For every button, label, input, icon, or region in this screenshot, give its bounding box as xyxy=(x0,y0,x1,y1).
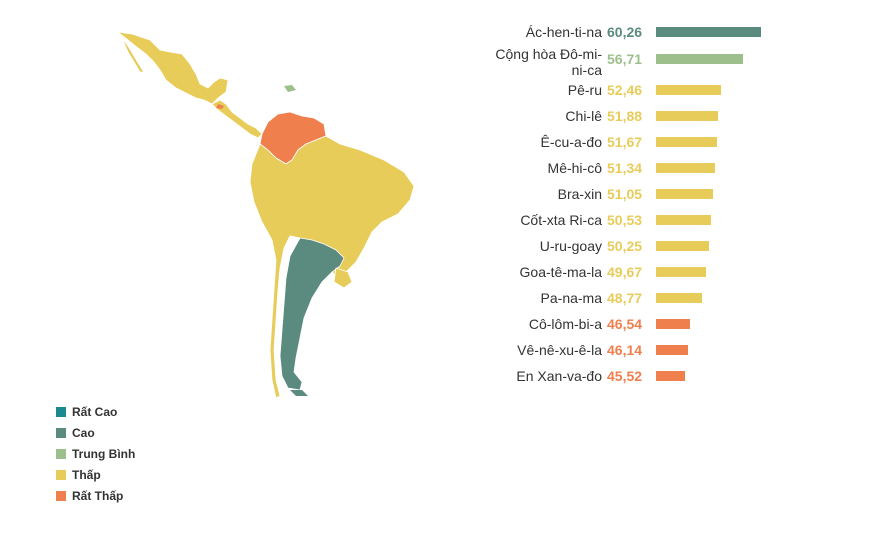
legend-item: Trung Bình xyxy=(56,443,135,464)
map-region-argentina xyxy=(279,237,345,391)
bar-category-label: Ê-cu-a-đo xyxy=(540,134,602,150)
bar-category-label: Ác-hen-ti-na xyxy=(525,24,602,40)
bar-category-label: Pê-ru xyxy=(567,82,602,98)
latin-america-map xyxy=(116,31,415,399)
bar xyxy=(656,27,762,37)
legend-label: Rất Cao xyxy=(72,404,118,419)
bar-value-label: 56,71 xyxy=(607,51,643,67)
bar xyxy=(656,371,685,381)
legend-item: Cao xyxy=(56,422,135,443)
bar xyxy=(656,163,715,173)
legend-label: Thấp xyxy=(72,467,101,482)
bar xyxy=(656,293,702,303)
bar-value-label: 51,34 xyxy=(607,160,643,176)
bar-value-label: 50,25 xyxy=(607,238,643,254)
legend-swatch xyxy=(56,427,66,438)
legend-label: Trung Bình xyxy=(72,446,136,461)
bar xyxy=(656,189,714,199)
bar-category-label: Cô-lôm-bi-a xyxy=(528,316,602,332)
map-region-uruguay xyxy=(333,267,353,289)
bar xyxy=(656,241,710,251)
bar-value-label: 60,26 xyxy=(607,24,643,40)
bar xyxy=(656,85,721,95)
bar-value-label: 46,54 xyxy=(607,316,643,332)
legend-label: Cao xyxy=(72,425,95,440)
legend: Rất Cao Cao Trung Bình Thấp Rất Thấp xyxy=(56,401,135,506)
bar-value-label: 46,14 xyxy=(607,342,643,358)
bar-category-label: Pa-na-ma xyxy=(540,290,602,306)
bar xyxy=(656,267,707,277)
bar xyxy=(656,54,743,64)
bar-value-label: 49,67 xyxy=(607,264,643,280)
map-region-baja xyxy=(121,37,145,73)
bar xyxy=(656,215,711,225)
bar-value-label: 45,52 xyxy=(607,368,643,384)
bar-value-label: 51,67 xyxy=(607,134,643,150)
map-region-mexico xyxy=(116,31,229,105)
bar xyxy=(656,111,718,121)
legend-swatch xyxy=(56,448,66,459)
bar-category-label: Chi-lê xyxy=(565,108,602,124)
legend-label: Rất Thấp xyxy=(72,488,124,503)
legend-item: Thấp xyxy=(56,464,135,485)
legend-swatch xyxy=(56,469,66,480)
bar-value-label: 50,53 xyxy=(607,212,643,228)
map-region-tierra-del-fuego xyxy=(290,390,308,396)
legend-swatch xyxy=(56,490,66,501)
bar xyxy=(656,137,717,147)
legend-swatch xyxy=(56,406,66,417)
map-region-dominican-republic xyxy=(284,85,296,92)
bar-category-label: Cốt-xta Ri-ca xyxy=(520,212,602,228)
bar-value-label: 52,46 xyxy=(607,82,643,98)
bar xyxy=(656,345,688,355)
bar-category-label: U-ru-goay xyxy=(539,238,602,254)
bar-value-label: 48,77 xyxy=(607,290,643,306)
bar-category-label: Bra-xin xyxy=(557,186,602,202)
legend-item: Rất Cao xyxy=(56,401,135,422)
bar-category-label: Cộng hòa Đô-mi-ni-ca xyxy=(495,46,602,78)
bar-category-label: Goa-tê-ma-la xyxy=(519,264,602,280)
bar-category-label: Mê-hi-cô xyxy=(547,160,602,176)
bar-value-label: 51,88 xyxy=(607,108,643,124)
legend-item: Rất Thấp xyxy=(56,485,135,506)
map-region-el-salvador xyxy=(216,104,224,109)
bar-category-label: Vê-nê-xu-ê-la xyxy=(517,342,602,358)
bar xyxy=(656,319,690,329)
bar-value-label: 51,05 xyxy=(607,186,643,202)
bar-category-label: En Xan-va-đo xyxy=(516,368,602,384)
